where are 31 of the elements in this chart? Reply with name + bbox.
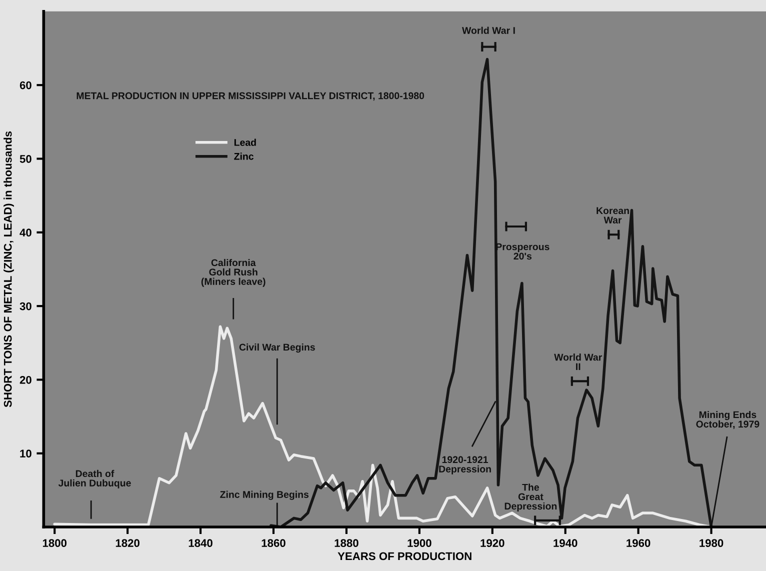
annotation: Korean War	[596, 207, 629, 224]
x-axis-title: YEARS OF PRODUCTION	[338, 552, 472, 560]
y-tick-label: 40	[20, 228, 32, 237]
x-tick-label: 1860	[262, 539, 286, 547]
annotation: Mining Ends October, 1979	[696, 410, 760, 429]
y-tick-label: 50	[20, 155, 32, 163]
annotation: The Great Depression	[504, 484, 557, 512]
x-tick-label: 1940	[554, 539, 578, 547]
x-tick-label: 1840	[188, 539, 212, 547]
x-tick-label: 1880	[334, 539, 358, 547]
legend-label: Zinc	[234, 152, 254, 160]
annotation: Civil War Begins	[239, 343, 315, 353]
y-axis-title: SHORT TONS OF METAL (ZINC, LEAD) in thousands	[4, 131, 14, 408]
x-tick-label: 1900	[408, 539, 432, 547]
y-tick-label: 10	[20, 450, 32, 458]
annotation: World War I	[462, 26, 515, 34]
y-tick-label: 20	[20, 376, 32, 384]
annotation: World War II	[554, 354, 602, 370]
x-tick-label: 1980	[700, 539, 724, 547]
annotation: Death of Julien Dubuque	[58, 470, 131, 488]
x-tick-label: 1920	[480, 539, 504, 547]
x-tick-label: 1820	[116, 539, 140, 547]
y-tick-label: 30	[20, 302, 32, 310]
legend-label: Lead	[234, 138, 256, 146]
annotation: Zinc Mining Begins	[220, 490, 309, 500]
text: METAL PRODUCTION IN UPPER MISSISSIPPI VALLEY DISTRICT, 1800-1980	[76, 92, 424, 101]
y-tick-label: 60	[20, 81, 32, 90]
annotation: 1920-1921 Depression	[439, 456, 491, 474]
annotation: California Gold Rush (Miners leave)	[201, 258, 266, 287]
x-tick-label: 1800	[42, 539, 67, 547]
x-tick-label: 1960	[626, 539, 650, 547]
